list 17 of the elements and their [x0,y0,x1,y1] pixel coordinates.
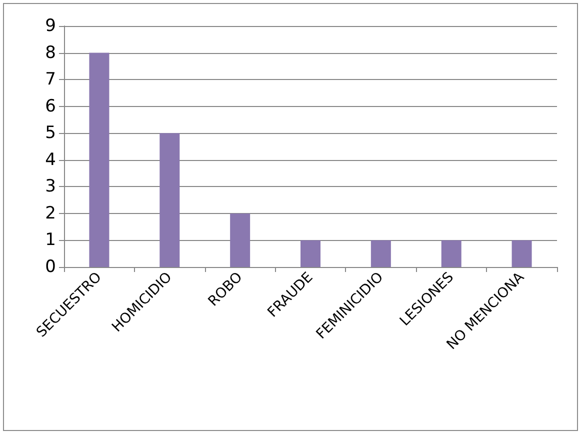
y-tick-label: 9 [45,16,56,36]
bar [160,133,180,267]
bar [370,240,391,267]
y-tick-label: 1 [45,230,56,250]
bar [512,240,532,267]
y-tick-label: 2 [45,203,56,224]
bar [441,240,462,267]
y-tick-label: 7 [45,70,56,90]
y-tick-label: 8 [45,42,56,63]
bar [300,240,320,267]
y-tick-label: 0 [45,257,56,277]
y-tick-label: 5 [45,123,56,144]
y-tick-label: 6 [45,96,56,116]
y-tick-label: 3 [45,176,56,197]
bar [230,213,250,267]
y-tick-label: 4 [45,150,56,170]
bar [89,52,110,267]
